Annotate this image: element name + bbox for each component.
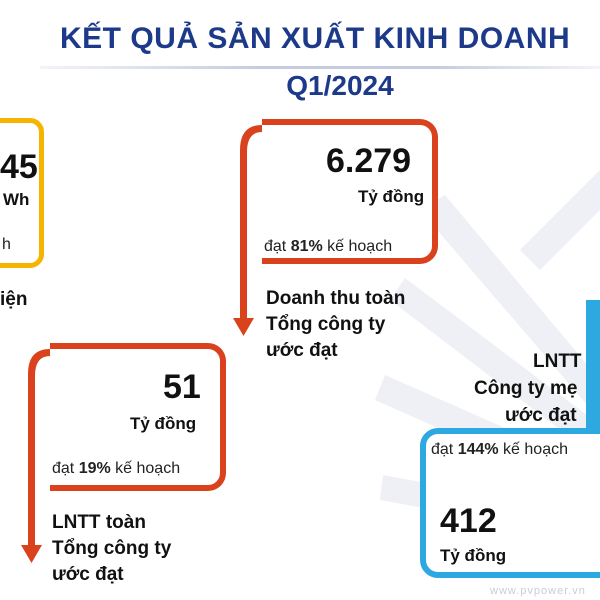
- profit-corp-caption-line3: ước đạt: [52, 564, 124, 585]
- energy-value: 45: [0, 148, 38, 186]
- revenue-caption-line2: Tổng công ty: [266, 314, 386, 335]
- profit-corp-value: 51: [163, 368, 201, 406]
- revenue-note: đạt 81% kế hoạch: [264, 238, 393, 255]
- profit-corp-card: [50, 343, 226, 491]
- profit-parent-unit: Tỷ đồng: [440, 546, 507, 565]
- orange-arrow-2: [21, 349, 50, 563]
- energy-card: [0, 118, 44, 268]
- website-watermark: www.pvpower.vn: [490, 585, 586, 597]
- profit-corp-caption-line1: LNTT toàn: [52, 512, 146, 533]
- revenue-value: 6.279: [326, 142, 412, 180]
- revenue-card: [262, 119, 438, 264]
- energy-unit: Wh: [3, 190, 30, 209]
- profit-parent-caption-line3: ước đạt: [505, 405, 577, 426]
- profit-parent-value: 412: [440, 502, 497, 540]
- profit-corp-note: đạt 19% kế hoạch: [52, 460, 181, 477]
- page-title: KẾT QUẢ SẢN XUẤT KINH DOANH: [60, 22, 571, 55]
- profit-parent-caption-line1: LNTT: [533, 351, 582, 372]
- revenue-caption-line3: ước đạt: [266, 340, 338, 361]
- profit-parent-caption-line2: Công ty mẹ: [474, 378, 578, 399]
- energy-note: h: [2, 236, 11, 253]
- profit-corp-unit: Tỷ đồng: [130, 414, 197, 433]
- revenue-unit: Tỷ đồng: [358, 187, 425, 206]
- profit-parent-note: đạt 144% kế hoạch: [431, 441, 568, 458]
- orange-arrow-1: [233, 125, 262, 336]
- page-subtitle: Q1/2024: [286, 70, 394, 101]
- title-rule: [40, 66, 600, 69]
- profit-parent-card: [420, 428, 600, 578]
- energy-caption: iện: [0, 289, 28, 310]
- blue-arrow-shaft: [586, 300, 600, 440]
- revenue-caption-line1: Doanh thu toàn: [266, 288, 406, 309]
- profit-corp-caption-line2: Tổng công ty: [52, 538, 172, 559]
